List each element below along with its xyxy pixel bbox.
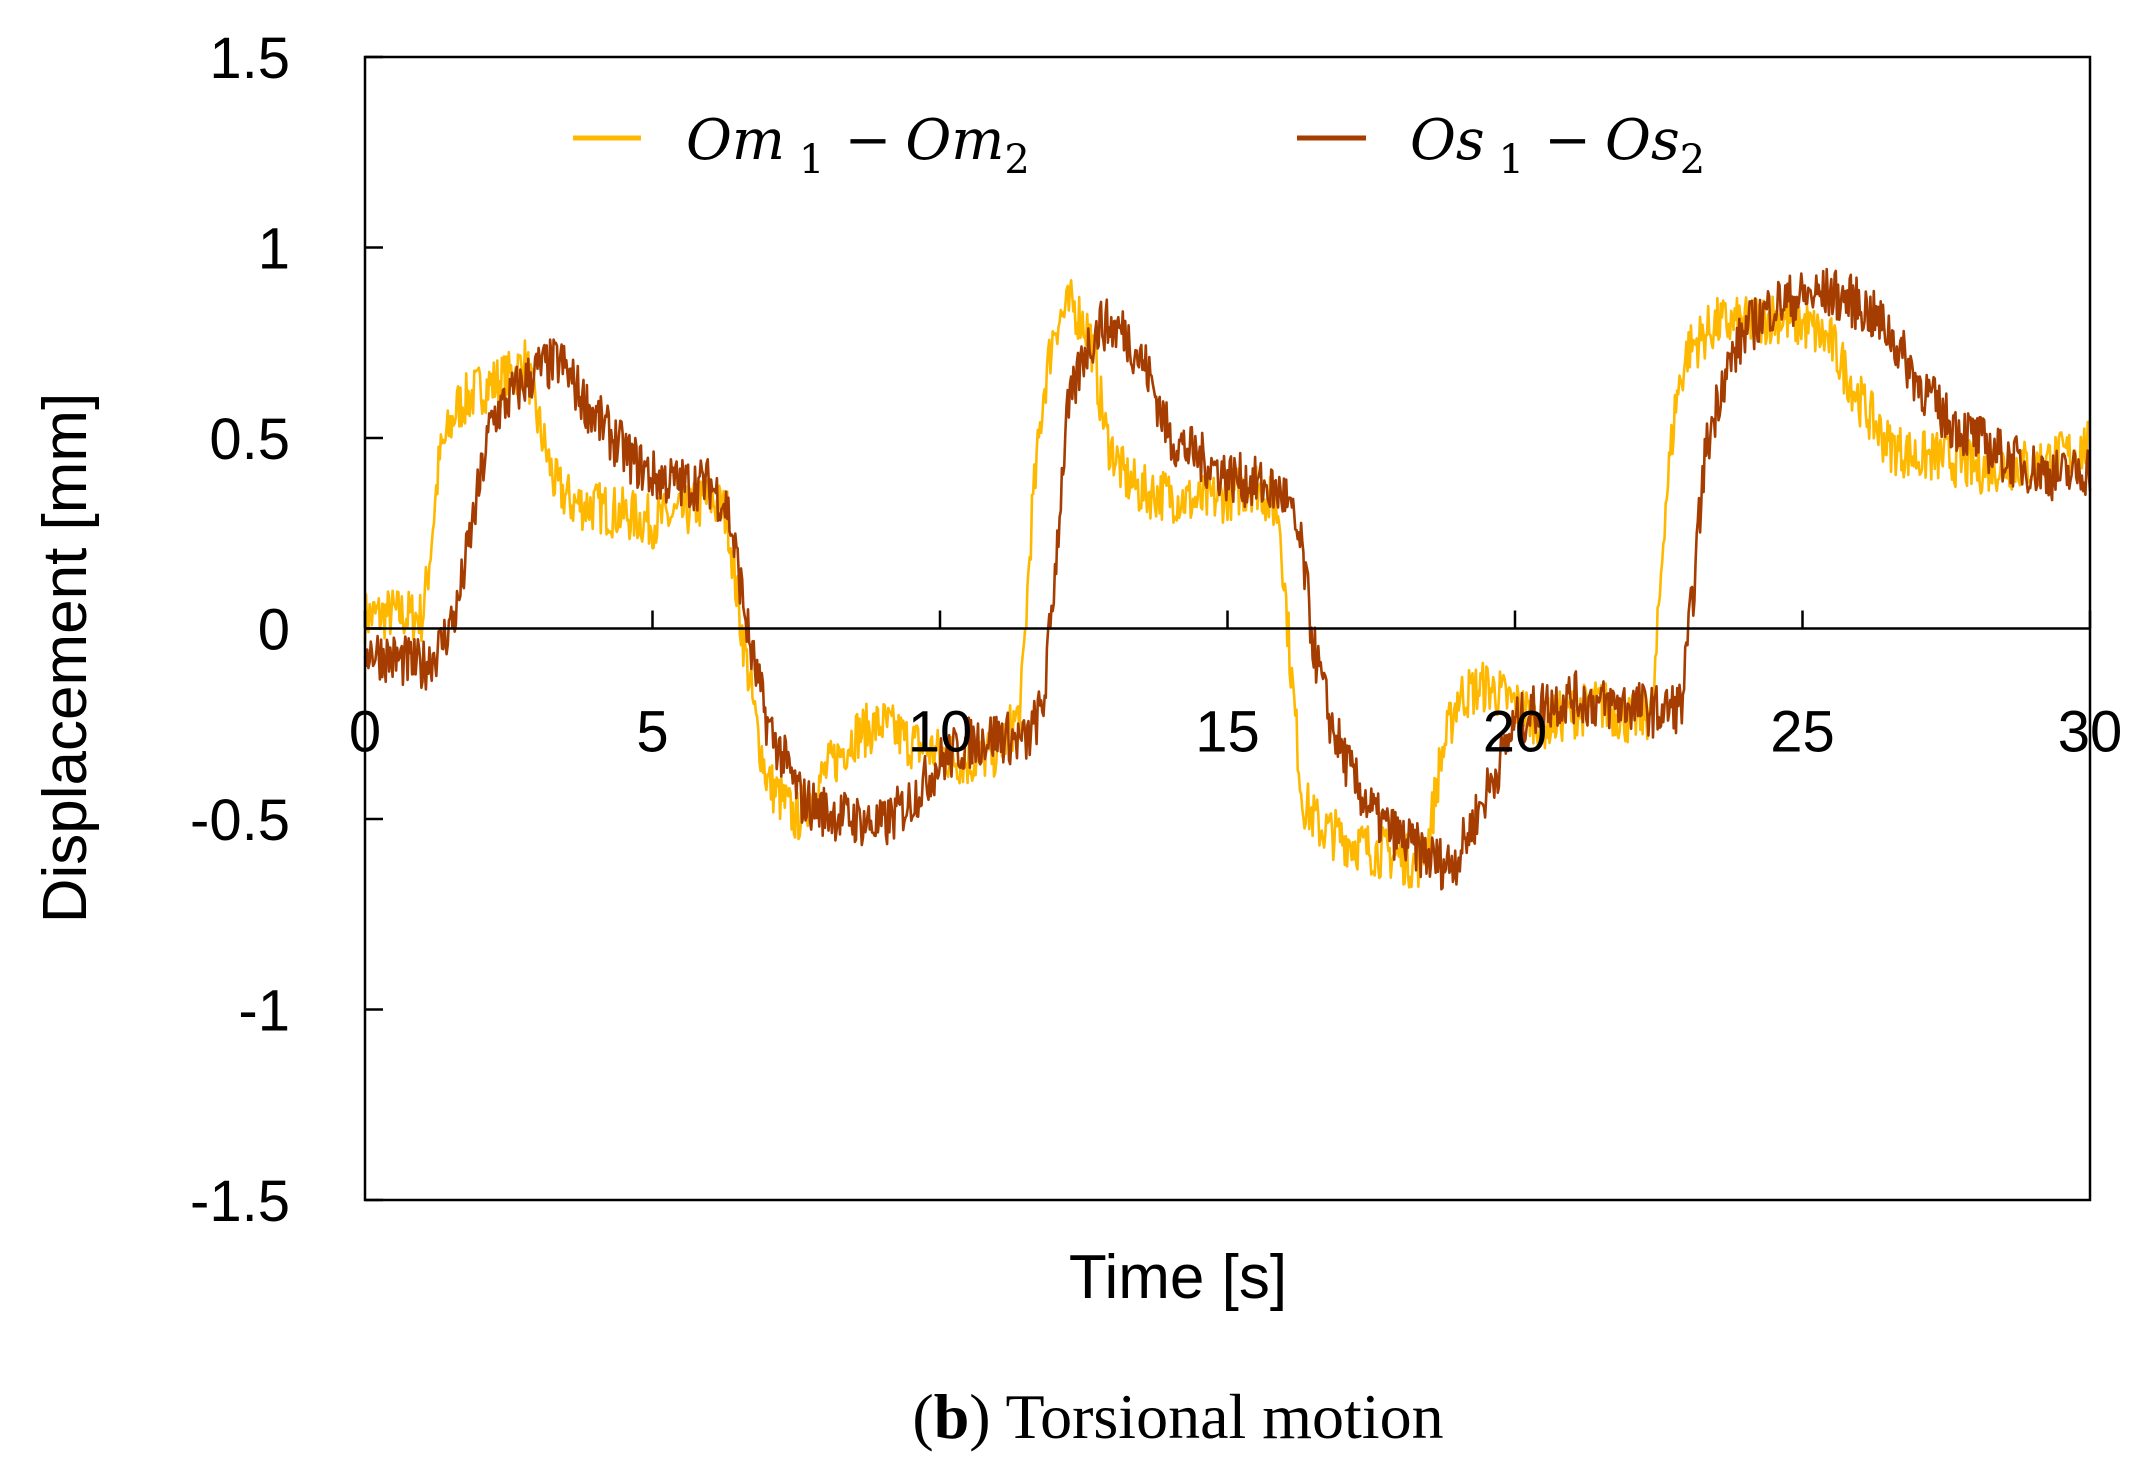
y-tick-label: 0 [258, 598, 290, 663]
y-tick-label: -0.5 [190, 788, 290, 853]
x-tick-label: 25 [1770, 700, 1835, 765]
caption-letter: b [934, 1381, 970, 1452]
series-line-os [363, 267, 2092, 891]
legend-label-om: Om 1− Om2 [686, 108, 1030, 183]
y-tick-label: -1 [238, 979, 290, 1044]
legend-os-main-2: Os [1605, 108, 1680, 173]
legend-os-minus: − [1544, 108, 1591, 173]
legend-os-sub-2: 2 [1680, 137, 1705, 183]
x-tick-label: 10 [908, 700, 973, 765]
legend: Om 1− Om2 Os 1− Os2 [573, 108, 1705, 183]
caption-open: ( [912, 1381, 933, 1452]
legend-os-sub-1: 1 [1499, 137, 1524, 183]
x-tick-label: 30 [2058, 700, 2123, 765]
legend-om-main-2: Om [905, 108, 1004, 173]
y-axis: -1.5 -1 -0.5 0 0.5 1 1.5 [190, 26, 383, 1234]
caption-close: ) [969, 1381, 990, 1452]
y-tick-label: -1.5 [190, 1169, 290, 1234]
series-line-om [363, 279, 2092, 889]
legend-os-main-1: Os [1410, 108, 1485, 173]
series-layer [363, 267, 2092, 891]
y-tick-label: 0.5 [209, 407, 290, 472]
x-tick-label: 0 [349, 700, 381, 765]
x-tick-label: 15 [1195, 700, 1260, 765]
legend-om-sub-2: 2 [1004, 137, 1029, 183]
legend-om-minus: − [844, 108, 891, 173]
x-tick-label: 5 [636, 700, 668, 765]
x-axis: 0 5 10 15 20 25 30 [349, 610, 2123, 765]
legend-om-sub-1: 1 [799, 137, 824, 183]
legend-om-main-1: Om [686, 108, 785, 173]
y-axis-title: Displacement [mm] [31, 393, 100, 924]
legend-label-os: Os 1− Os2 [1410, 108, 1705, 183]
caption-text: Torsional motion [991, 1381, 1444, 1452]
y-tick-label: 1.5 [209, 26, 290, 91]
figure-caption: (b) Torsional motion [912, 1381, 1443, 1452]
x-axis-title: Time [s] [1069, 1243, 1287, 1312]
x-tick-label: 20 [1483, 700, 1548, 765]
y-tick-label: 1 [258, 217, 290, 282]
